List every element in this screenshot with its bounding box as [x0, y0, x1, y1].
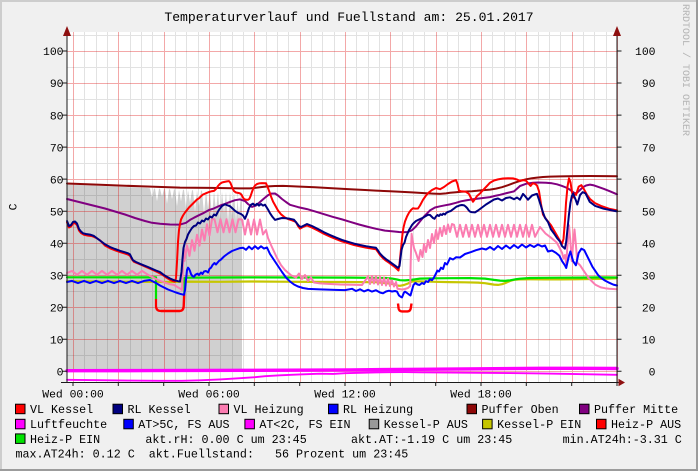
svg-text:80: 80 — [50, 111, 64, 123]
svg-text:40: 40 — [642, 239, 656, 251]
svg-text:60: 60 — [642, 175, 656, 187]
svg-text:RL Kessel: RL Kessel — [128, 403, 191, 417]
svg-text:20: 20 — [642, 303, 656, 315]
svg-text:Wed 06:00: Wed 06:00 — [178, 390, 240, 402]
svg-text:Heiz-P EIN: Heiz-P EIN — [30, 433, 100, 447]
svg-text:Luftfeuchte: Luftfeuchte — [30, 418, 107, 432]
svg-text:Temperaturverlauf und Fuellsta: Temperaturverlauf und Fuellstand am: 25.… — [164, 10, 533, 25]
svg-text:50: 50 — [50, 207, 64, 219]
svg-text:RL Heizung: RL Heizung — [343, 403, 413, 417]
svg-text:Wed 18:00: Wed 18:00 — [450, 390, 512, 402]
svg-text:90: 90 — [642, 79, 656, 91]
svg-text:AT<2C, FS EIN: AT<2C, FS EIN — [259, 418, 350, 432]
svg-text:VL Kessel: VL Kessel — [30, 403, 93, 417]
svg-text:Kessel-P AUS: Kessel-P AUS — [384, 418, 468, 432]
svg-text:90: 90 — [50, 79, 64, 91]
svg-text:Wed 00:00: Wed 00:00 — [42, 390, 104, 402]
svg-text:50: 50 — [642, 207, 656, 219]
svg-text:80: 80 — [642, 111, 656, 123]
svg-text:70: 70 — [50, 143, 64, 155]
svg-text:100: 100 — [43, 47, 64, 59]
svg-text:Kessel-P EIN: Kessel-P EIN — [497, 418, 581, 432]
svg-text:RRDTOOL / TOBI OETIKER: RRDTOOL / TOBI OETIKER — [679, 4, 691, 136]
svg-text:min.AT24h:-3.31 C: min.AT24h:-3.31 C — [563, 433, 682, 447]
svg-text:100: 100 — [635, 47, 656, 59]
svg-text:0: 0 — [57, 368, 64, 380]
svg-text:20: 20 — [50, 303, 64, 315]
svg-text:VL Heizung: VL Heizung — [234, 403, 304, 417]
svg-text:akt.rH: 0.00 C um 23:45: akt.rH: 0.00 C um 23:45 — [145, 433, 306, 447]
svg-text:Heiz-P AUS: Heiz-P AUS — [611, 418, 681, 432]
svg-text:30: 30 — [642, 271, 656, 283]
svg-text:0: 0 — [649, 368, 656, 380]
svg-text:10: 10 — [50, 336, 64, 348]
svg-text:akt.AT:-1.19 C um 23:45: akt.AT:-1.19 C um 23:45 — [351, 433, 512, 447]
svg-text:60: 60 — [50, 175, 64, 187]
svg-text:40: 40 — [50, 239, 64, 251]
svg-text:Wed 12:00: Wed 12:00 — [314, 390, 376, 402]
svg-text:max.AT24h: 0.12 C akt.Fuellst: max.AT24h: 0.12 C akt.Fuellstand: 56 Pro… — [16, 447, 409, 461]
svg-text:10: 10 — [642, 336, 656, 348]
svg-text:C: C — [9, 203, 21, 210]
svg-text:Puffer Mitte: Puffer Mitte — [594, 403, 678, 417]
svg-text:70: 70 — [642, 143, 656, 155]
svg-text:30: 30 — [50, 271, 64, 283]
svg-text:Puffer Oben: Puffer Oben — [482, 403, 559, 417]
svg-text:AT>5C, FS AUS: AT>5C, FS AUS — [138, 418, 229, 432]
